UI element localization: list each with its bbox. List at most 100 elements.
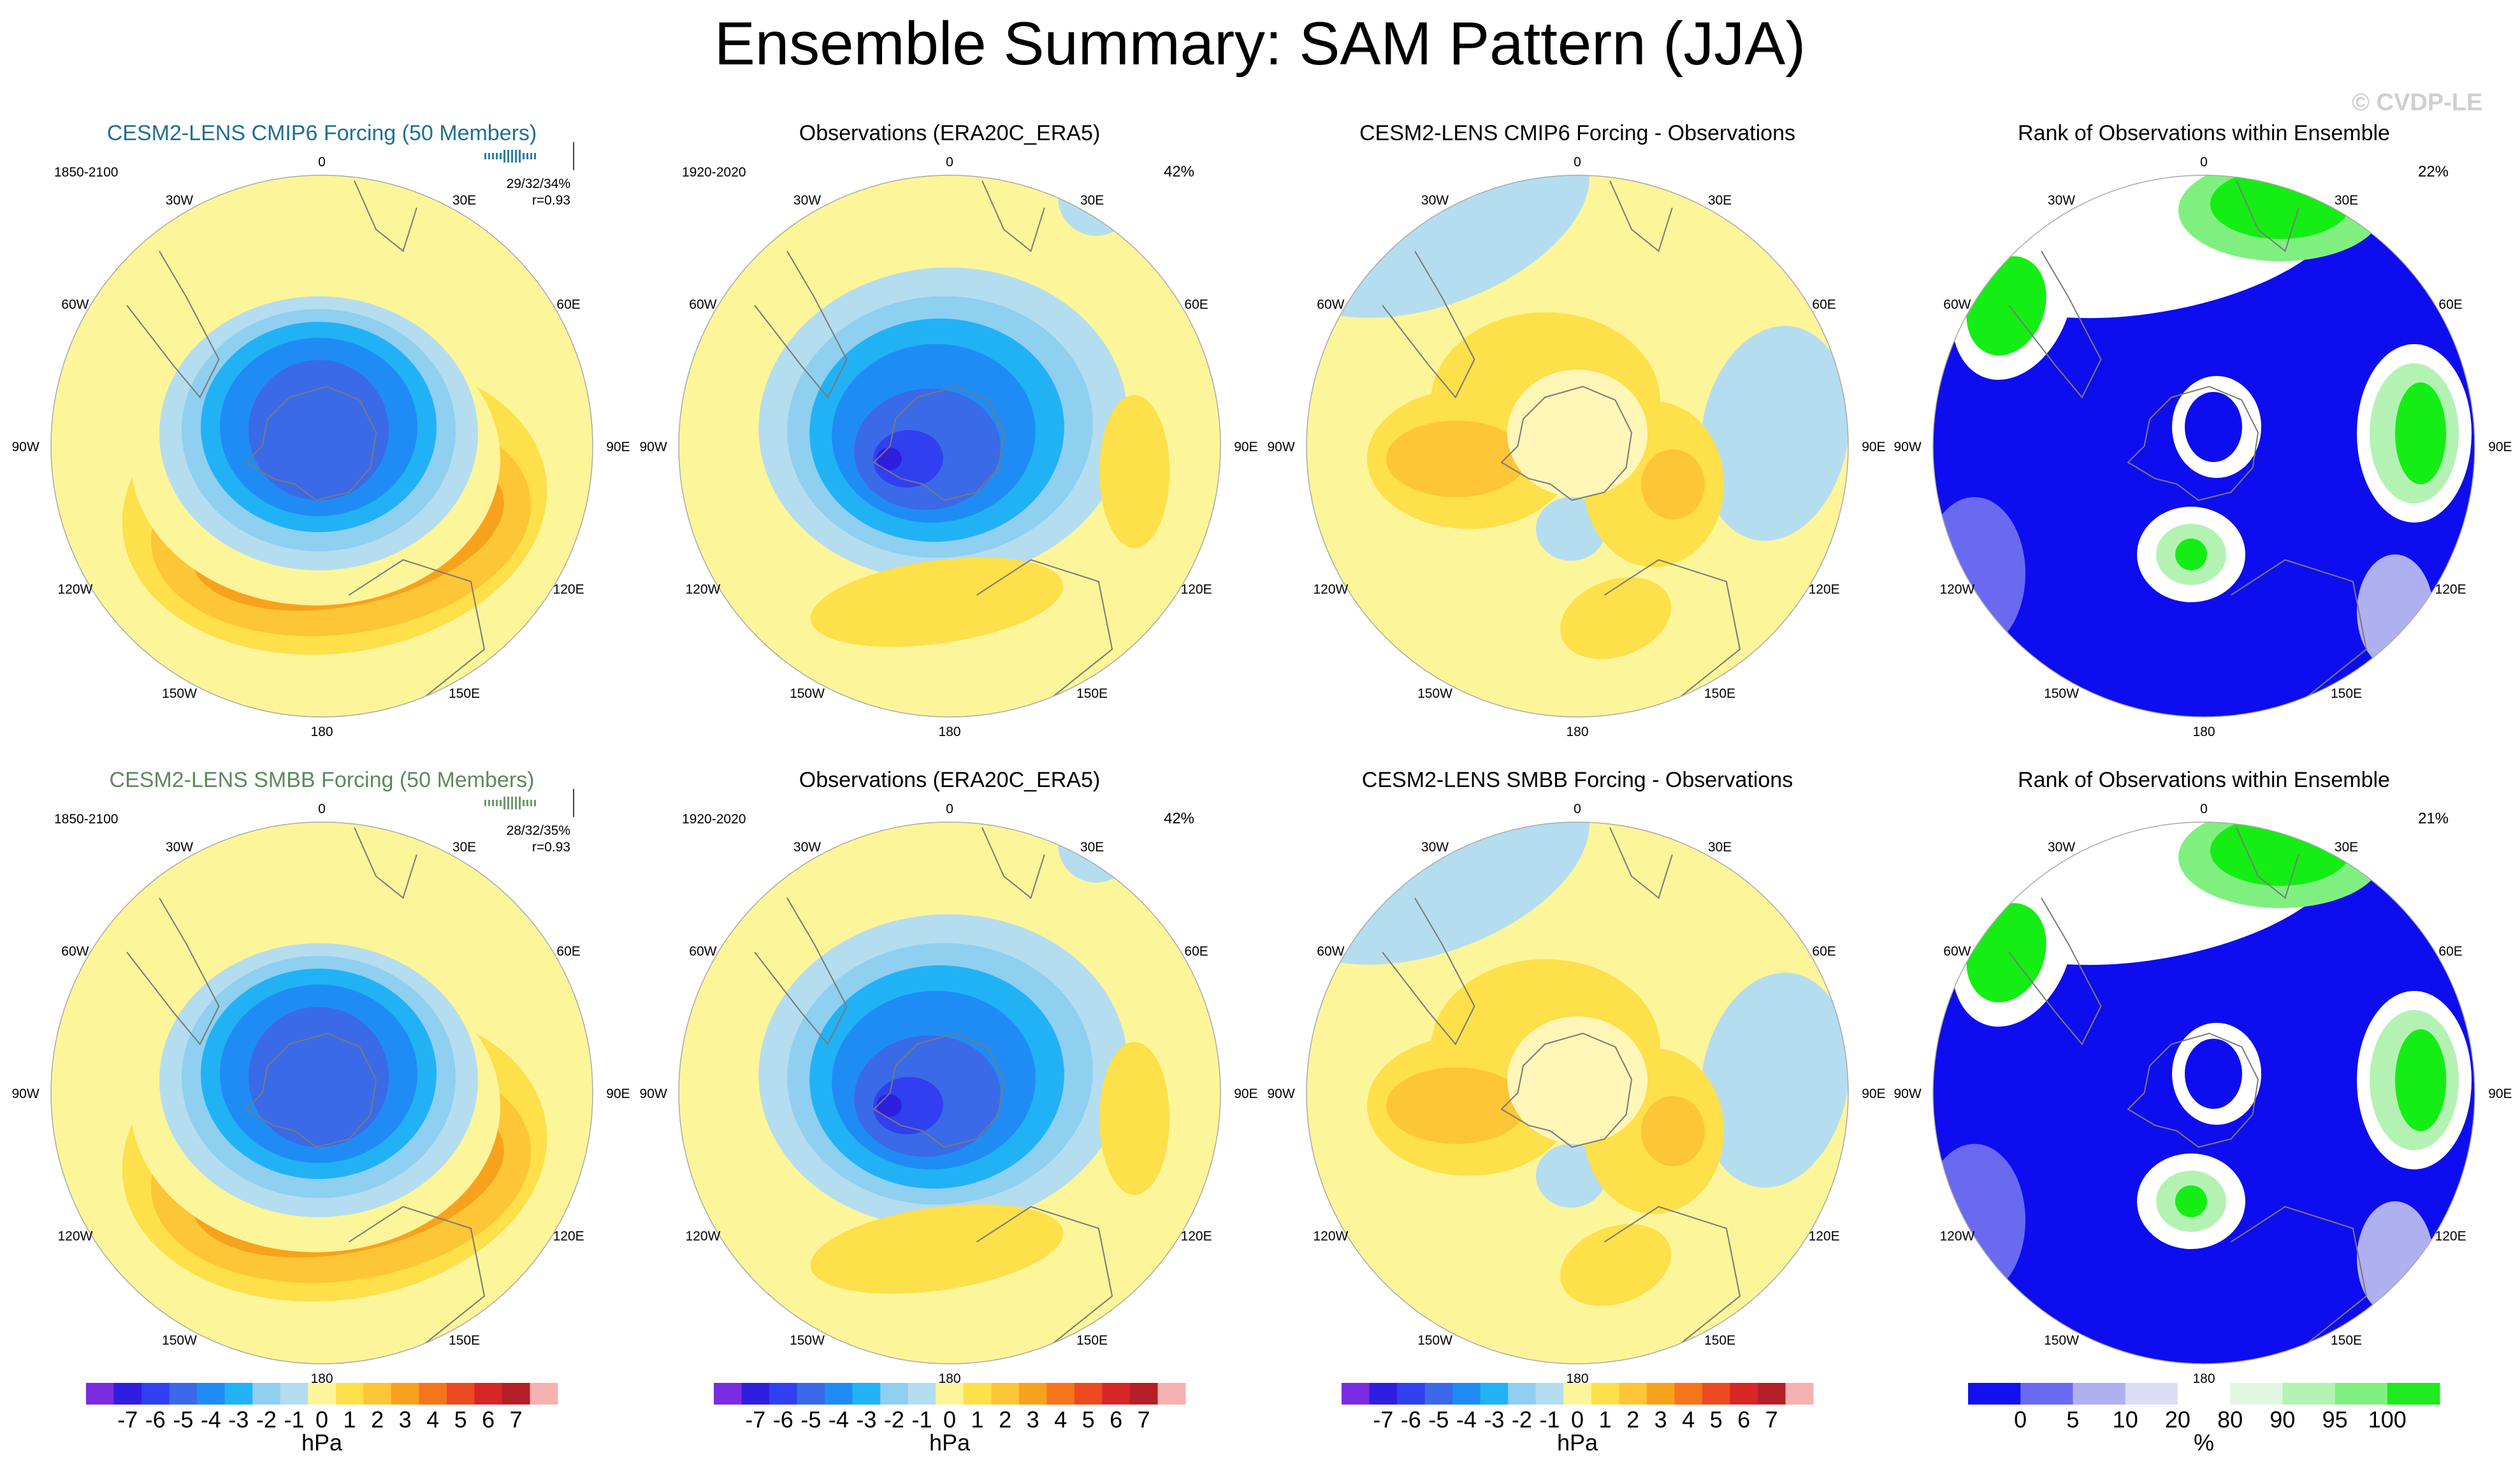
panel-title: CESM2-LENS CMIP6 Forcing (50 Members) [107,121,537,145]
spread-tick [523,800,525,806]
south-america-outline [754,250,848,399]
colorbar-swatch [1157,1383,1186,1405]
colorbar-swatch [1757,1383,1786,1405]
longitude-label: 120W [685,582,720,597]
antarctica-outline [1500,1032,1633,1148]
africa-outline [1609,827,1673,899]
colorbar-tick-label: 90 [2270,1406,2295,1433]
map-field [51,175,593,717]
positive-difference [1560,577,1672,660]
colorbar-swatch [2387,1383,2440,1405]
colorbar-swatch [1129,1383,1158,1405]
spread-tick [530,153,532,159]
south-america-outline [1382,250,1475,399]
longitude-label: 120E [2435,1229,2466,1244]
colorbar-swatch [714,1383,742,1405]
colorbar-tick-label: 6 [1737,1406,1750,1433]
africa-outline [981,180,1045,252]
colorbar-swatch [797,1383,825,1405]
colorbar-swatch [530,1383,558,1405]
colorbar-swatch [474,1383,503,1405]
longitude-label: 90W [1894,440,1922,454]
panel-title: CESM2-LENS SMBB Forcing (50 Members) [110,768,535,792]
longitude-label: 120E [1809,582,1840,597]
longitude-label: 60W [689,298,716,312]
longitude-label: 30W [166,840,193,855]
colorbar-swatch [1674,1383,1703,1405]
africa-outline [2236,827,2299,899]
longitude-label: 150E [2331,1333,2362,1348]
antarctica-outline [245,386,377,502]
colorbar-swatch [1535,1383,1564,1405]
longitude-label: 60W [61,298,89,312]
panel-title: CESM2-LENS CMIP6 Forcing - Observations [1359,121,1795,145]
south-america-outline [2008,897,2102,1046]
colorbar-swatch [86,1383,114,1405]
colorbar-tick-label: 5 [2066,1406,2079,1433]
longitude-label: 150E [1704,1333,1735,1348]
australia-outline [2230,559,2368,704]
colorbar-swatch [280,1383,308,1405]
colorbar-swatch [308,1383,337,1405]
colorbar-swatch [1397,1383,1426,1405]
longitude-label: 30E [1708,193,1732,208]
colorbar-swatch [1102,1383,1131,1405]
map-border [678,175,1221,718]
colorbar-swatch [141,1383,170,1405]
longitude-label: 0 [2200,802,2208,816]
colorbar-swatch [113,1383,142,1405]
colorbar-tick-label: 0 [943,1406,956,1433]
map-border [50,175,593,718]
longitude-label: 60E [556,944,580,959]
colorbar-swatch [197,1383,226,1405]
colorbar-tick-label: 0 [2014,1406,2027,1433]
map-field [1933,175,2475,717]
australia-outline [2230,1206,2368,1351]
period-label: 1850-2100 [54,812,118,827]
colorbar-tick-label: 1 [343,1406,356,1433]
member-stats: 28/32/35% [507,823,570,838]
colorbar-tick-label: -5 [800,1406,821,1433]
colorbar-tick-label: 4 [1054,1406,1067,1433]
spread-tick [526,800,528,806]
colorbar-swatch [2282,1383,2335,1405]
antarctica-outline [1500,386,1633,502]
antarctica-outline [245,1032,377,1148]
longitude-label: 90E [1862,1087,1885,1101]
longitude-label: 30E [453,193,476,208]
longitude-label: 90W [1268,1087,1295,1101]
negative-anomaly-core [249,1007,389,1147]
colorbar-swatch [936,1383,964,1405]
positive-difference-core [1386,1067,1526,1144]
longitude-label: 30W [1421,193,1449,208]
colorbar-swatch [825,1383,853,1405]
map-border [1306,821,1849,1364]
spread-tick [523,153,525,159]
colorbar-swatch [363,1383,392,1405]
colorbar-tick-label: -4 [201,1406,221,1433]
colorbar-swatch [991,1383,1020,1405]
spread-tick [484,153,486,159]
longitude-label: 150E [1704,686,1735,701]
map-field [679,822,1220,1364]
australia-outline [1604,1206,1741,1351]
panel-title: Rank of Observations within Ensemble [2018,768,2390,792]
longitude-label: 150E [449,686,480,701]
spread-tick [534,153,536,159]
map-panel-r2-c4: Rank of Observations within Ensemble 0 30E… [1894,768,2512,1386]
colorbar-tick-label: 7 [1765,1406,1778,1433]
longitude-label: 0 [946,155,953,170]
longitude-label: 0 [1574,155,1581,170]
spread-tick [488,800,490,806]
south-america-outline [126,897,220,1046]
longitude-label: 90W [640,1087,667,1101]
longitude-label: 30W [166,193,193,208]
spread-tick [496,800,498,806]
longitude-label: 30W [2048,840,2075,855]
longitude-label: 180 [938,725,960,739]
watermark-text: © CVDP-LE [2352,89,2483,116]
colorbar-swatch [1785,1383,1814,1405]
colorbar-swatch [1074,1383,1103,1405]
colorbar-swatch [1480,1383,1509,1405]
colorbar-tick-label: -2 [884,1406,904,1433]
